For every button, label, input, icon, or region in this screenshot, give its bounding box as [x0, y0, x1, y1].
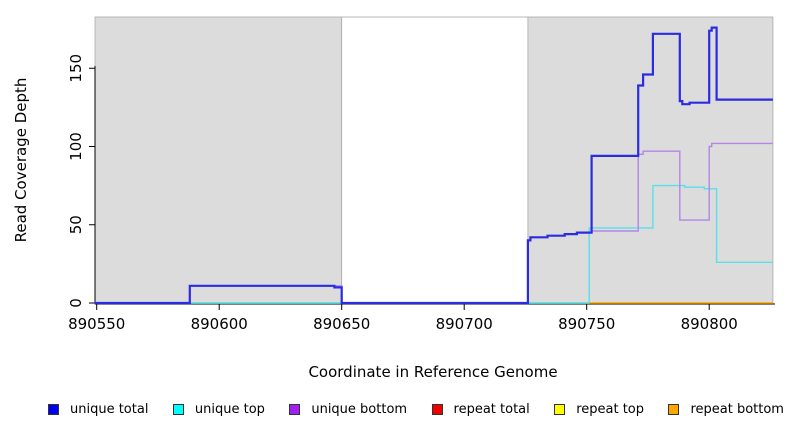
- legend-item-unique-bottom: unique bottom: [289, 402, 407, 417]
- x-axis-title: Coordinate in Reference Genome: [308, 363, 557, 381]
- y-tick-label: 0: [67, 298, 85, 308]
- legend-label-repeat-top: repeat top: [576, 401, 644, 417]
- legend-item-repeat-top: repeat top: [554, 402, 644, 417]
- legend-item-repeat-total: repeat total: [431, 401, 530, 417]
- x-tick-label: 890750: [558, 315, 615, 333]
- legend-label-repeat-total: repeat total: [453, 401, 530, 417]
- y-axis-title: Read Coverage Depth: [12, 78, 30, 243]
- legend-label-unique-total: unique total: [70, 401, 149, 417]
- x-tick-label: 890800: [681, 315, 738, 333]
- legend-swatch-repeat-top: [554, 403, 566, 415]
- legend-swatch-unique-top: [172, 403, 184, 415]
- y-tick-label: 50: [67, 215, 85, 234]
- x-tick-label: 890700: [436, 315, 493, 333]
- line-unique-top: [94, 184, 773, 304]
- shaded-region-0: [94, 16, 343, 305]
- y-tick-label: 150: [67, 54, 85, 83]
- legend-swatch-repeat-total: [431, 403, 443, 415]
- coverage-lines: [94, 26, 773, 305]
- legend-swatch-unique-total: [48, 403, 59, 415]
- legend: unique total unique top unique bottom re…: [48, 394, 784, 424]
- legend-label-unique-bottom: unique bottom: [311, 401, 408, 417]
- axes: 890550 890600 890650 890700 890750 890800 0 50 1…: [67, 54, 775, 333]
- legend-item-unique-total: unique total: [48, 402, 148, 417]
- legend-item-repeat-bottom: repeat bottom: [668, 402, 784, 417]
- y-tick-label: 100: [67, 132, 85, 161]
- x-tick-label: 890550: [68, 315, 125, 333]
- plot-canvas: 890550 890600 890650 890700 890750 890800 0 50 1…: [12, 16, 775, 381]
- legend-swatch-repeat-bottom: [668, 403, 680, 415]
- x-tick-label: 890650: [313, 315, 370, 333]
- legend-swatch-unique-bottom: [289, 403, 301, 415]
- x-tick-label: 890600: [191, 315, 248, 333]
- shaded-region-1: [341, 16, 529, 305]
- line-unique-total: [94, 26, 773, 305]
- legend-label-repeat-bottom: repeat bottom: [690, 401, 784, 417]
- shaded-regions: [94, 16, 774, 305]
- legend-label-unique-top: unique top: [194, 401, 265, 417]
- legend-item-unique-top: unique top: [172, 401, 265, 417]
- shaded-region-2: [527, 16, 774, 305]
